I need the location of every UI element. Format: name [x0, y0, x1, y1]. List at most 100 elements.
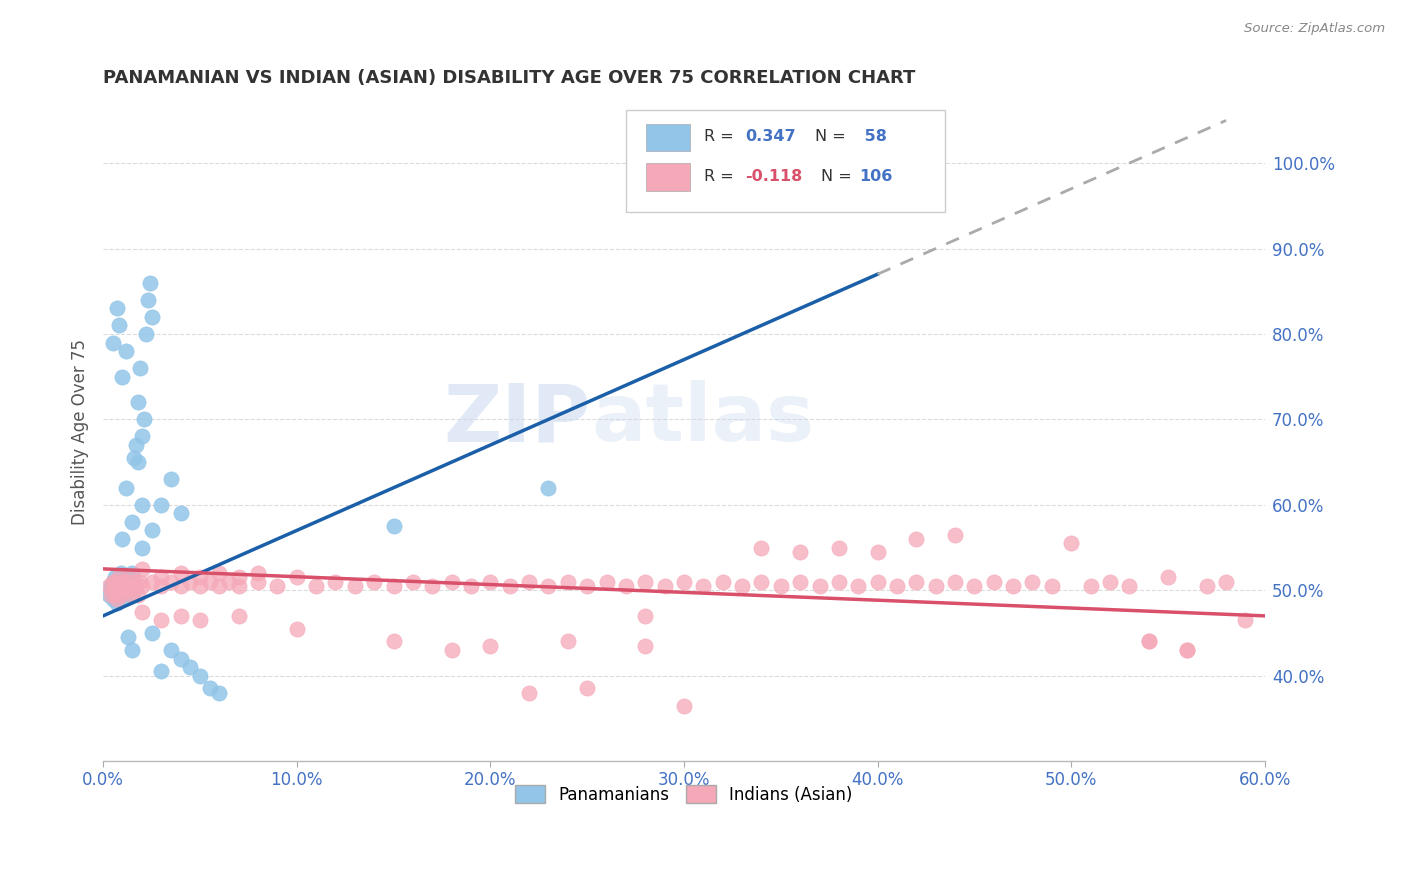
Point	[107, 574, 129, 589]
Point	[654, 579, 676, 593]
Point	[101, 335, 124, 350]
Point	[131, 562, 153, 576]
Point	[111, 369, 134, 384]
Text: atlas: atlas	[591, 380, 814, 458]
Point	[634, 608, 657, 623]
Point	[789, 545, 811, 559]
Point	[101, 574, 124, 589]
Point	[104, 587, 127, 601]
Point	[634, 574, 657, 589]
Point	[1060, 536, 1083, 550]
Point	[305, 579, 328, 593]
FancyBboxPatch shape	[645, 163, 690, 191]
Text: 0.347: 0.347	[745, 129, 796, 145]
Point	[479, 574, 502, 589]
Point	[115, 583, 138, 598]
Point	[1195, 579, 1218, 593]
Text: R =: R =	[704, 169, 738, 184]
Text: -0.118: -0.118	[745, 169, 803, 184]
Point	[138, 276, 160, 290]
Point	[127, 455, 149, 469]
Point	[188, 579, 211, 593]
Point	[1040, 579, 1063, 593]
Point	[101, 583, 124, 598]
Point	[440, 574, 463, 589]
Point	[595, 574, 617, 589]
Point	[1137, 634, 1160, 648]
Point	[208, 686, 231, 700]
Point	[218, 574, 240, 589]
Point	[110, 587, 132, 601]
Point	[866, 545, 889, 559]
Point	[188, 668, 211, 682]
Text: R =: R =	[704, 129, 738, 145]
Point	[115, 481, 138, 495]
Text: 106: 106	[859, 169, 893, 184]
Point	[117, 570, 139, 584]
Point	[247, 574, 270, 589]
Point	[325, 574, 347, 589]
Point	[169, 579, 191, 593]
Point	[97, 579, 120, 593]
Point	[105, 579, 128, 593]
Point	[101, 591, 124, 606]
Point	[100, 579, 122, 593]
Point	[112, 574, 135, 589]
Point	[97, 587, 120, 601]
Point	[479, 639, 502, 653]
Point	[105, 596, 128, 610]
Point	[131, 429, 153, 443]
Point	[343, 579, 366, 593]
Point	[141, 310, 163, 324]
Point	[886, 579, 908, 593]
Point	[110, 566, 132, 581]
Point	[160, 643, 183, 657]
Point	[808, 579, 831, 593]
Point	[121, 587, 143, 601]
Point	[924, 579, 946, 593]
FancyBboxPatch shape	[645, 124, 690, 152]
Point	[111, 583, 134, 598]
Point	[751, 574, 773, 589]
Point	[1118, 579, 1140, 593]
Point	[1002, 579, 1025, 593]
Text: ZIP: ZIP	[444, 380, 591, 458]
Point	[111, 579, 134, 593]
Point	[983, 574, 1005, 589]
Point	[169, 566, 191, 581]
Point	[382, 634, 405, 648]
Point	[1157, 570, 1180, 584]
Text: Source: ZipAtlas.com: Source: ZipAtlas.com	[1244, 22, 1385, 36]
Point	[1098, 574, 1121, 589]
Point	[963, 579, 986, 593]
Point	[107, 570, 129, 584]
Point	[150, 570, 173, 584]
Point	[150, 579, 173, 593]
Point	[198, 681, 221, 696]
Point	[198, 574, 221, 589]
Point	[731, 579, 754, 593]
Point	[285, 622, 308, 636]
Point	[614, 579, 637, 593]
Point	[120, 579, 142, 593]
Point	[943, 527, 966, 541]
Point	[111, 574, 134, 589]
Point	[115, 574, 138, 589]
Point	[100, 587, 122, 601]
Point	[111, 532, 134, 546]
Point	[107, 318, 129, 333]
Point	[115, 344, 138, 359]
Point	[121, 587, 143, 601]
Point	[537, 579, 560, 593]
Point	[751, 541, 773, 555]
Point	[129, 574, 152, 589]
Point	[789, 574, 811, 589]
Point	[846, 579, 869, 593]
Point	[110, 587, 132, 601]
Point	[382, 579, 405, 593]
Point	[228, 579, 250, 593]
Point	[117, 583, 139, 598]
Point	[127, 587, 149, 601]
Point	[188, 613, 211, 627]
Point	[150, 613, 173, 627]
